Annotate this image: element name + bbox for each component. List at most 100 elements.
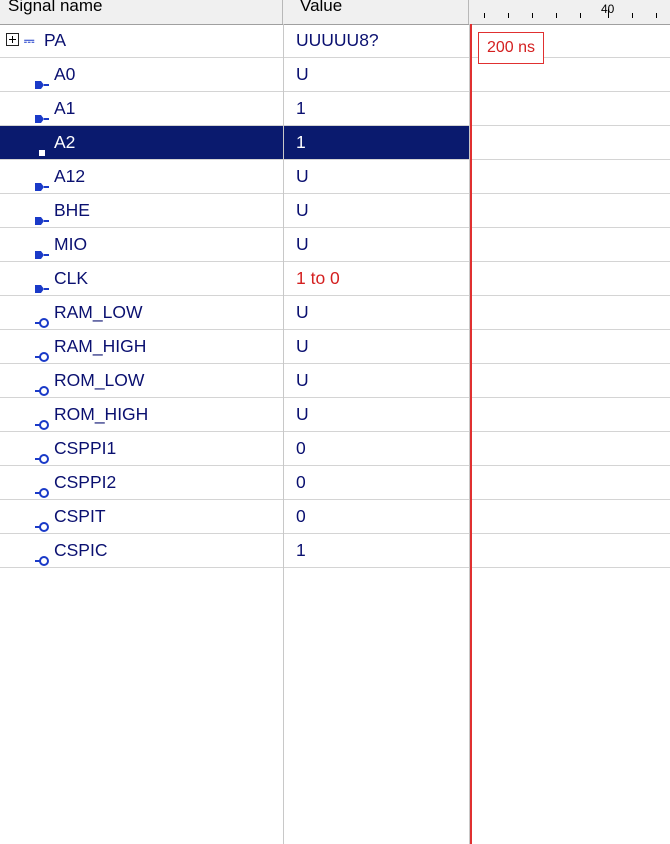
waveform-row-divider bbox=[470, 125, 670, 126]
signal-name-label: A0 bbox=[54, 64, 76, 84]
signal-row[interactable]: CSPIC bbox=[0, 534, 283, 568]
waveform-row-divider bbox=[470, 431, 670, 432]
ruler-tick bbox=[656, 13, 657, 18]
signal-row[interactable]: A0 bbox=[0, 58, 283, 92]
signal-name-cell[interactable]: ROM_LOW bbox=[0, 364, 283, 398]
value-row[interactable]: 0 bbox=[284, 466, 469, 500]
signal-name-cell[interactable]: A2 bbox=[0, 126, 283, 160]
input-pin-icon bbox=[34, 239, 50, 259]
signal-value: 0 bbox=[296, 506, 306, 526]
value-row[interactable]: U bbox=[284, 194, 469, 228]
signal-row[interactable]: CSPPI1 bbox=[0, 432, 283, 466]
signal-name-label: PA bbox=[44, 30, 67, 50]
value-row[interactable]: U bbox=[284, 364, 469, 398]
signal-value: U bbox=[296, 166, 309, 186]
signal-name-column: ⎓ PA A0 A1 A2 A12 BHE MIO CLK RAM_LOW RAM_HIGH ROM_… bbox=[0, 24, 284, 844]
row-background bbox=[284, 58, 469, 91]
row-background bbox=[284, 126, 469, 159]
row-background bbox=[284, 534, 469, 567]
value-row[interactable]: 1 bbox=[284, 92, 469, 126]
signal-name-cell[interactable]: CSPIC bbox=[0, 534, 283, 568]
value-column-header[interactable]: Value bbox=[284, 0, 469, 24]
input-pin-icon bbox=[34, 103, 50, 123]
row-background bbox=[284, 194, 469, 227]
signal-name-cell[interactable]: BHE bbox=[0, 194, 283, 228]
signal-name-cell[interactable]: A12 bbox=[0, 160, 283, 194]
row-background bbox=[284, 92, 469, 125]
value-row[interactable]: U bbox=[284, 296, 469, 330]
signal-name-column-header[interactable]: Signal name bbox=[0, 0, 283, 24]
signal-value: U bbox=[296, 302, 309, 322]
time-cursor[interactable] bbox=[470, 24, 472, 844]
time-ruler[interactable]: 40 bbox=[470, 0, 670, 24]
ruler-tick bbox=[632, 13, 633, 18]
signal-row[interactable]: ROM_HIGH bbox=[0, 398, 283, 432]
row-background bbox=[284, 296, 469, 329]
column-header-bar: Signal name Value 40 bbox=[0, 0, 670, 25]
signal-name-cell[interactable]: A0 bbox=[0, 58, 283, 92]
signal-name-cell[interactable]: A1 bbox=[0, 92, 283, 126]
waveform-row-divider bbox=[470, 227, 670, 228]
plus-box-icon[interactable] bbox=[6, 33, 19, 46]
signal-value: U bbox=[296, 200, 309, 220]
value-row[interactable]: UUUUU8? bbox=[284, 24, 469, 58]
input-pin-icon bbox=[34, 273, 50, 293]
signal-value: 1 bbox=[296, 132, 306, 152]
waveform-row-divider bbox=[470, 533, 670, 534]
signal-value: 1 bbox=[296, 98, 306, 118]
ruler-tick bbox=[580, 13, 581, 18]
signal-row[interactable]: ROM_LOW bbox=[0, 364, 283, 398]
value-row[interactable]: U bbox=[284, 398, 469, 432]
signal-value: U bbox=[296, 336, 309, 356]
signal-row[interactable]: A12 bbox=[0, 160, 283, 194]
signal-row[interactable]: ⎓ PA bbox=[0, 24, 283, 58]
value-row[interactable]: U bbox=[284, 160, 469, 194]
output-pin-icon bbox=[34, 545, 50, 566]
row-background bbox=[284, 160, 469, 193]
signal-name-label: MIO bbox=[54, 234, 88, 254]
signal-name-label: RAM_LOW bbox=[54, 302, 143, 322]
signal-value: U bbox=[296, 64, 309, 84]
signal-name-label: ROM_LOW bbox=[54, 370, 145, 390]
signal-name-cell[interactable]: RAM_LOW bbox=[0, 296, 283, 330]
row-background bbox=[0, 126, 283, 159]
signal-name-cell[interactable]: MIO bbox=[0, 228, 283, 262]
signal-row[interactable]: BHE bbox=[0, 194, 283, 228]
signal-name-cell[interactable]: CSPPI1 bbox=[0, 432, 283, 466]
value-row[interactable]: 1 bbox=[284, 126, 469, 160]
output-pin-icon bbox=[34, 409, 50, 430]
value-row[interactable]: 0 bbox=[284, 432, 469, 466]
value-row[interactable]: U bbox=[284, 330, 469, 364]
signal-row[interactable]: MIO bbox=[0, 228, 283, 262]
output-pin-icon bbox=[34, 375, 50, 396]
signal-row[interactable]: A2 bbox=[0, 126, 283, 160]
signal-name-cell[interactable]: CLK bbox=[0, 262, 283, 296]
signal-name-cell[interactable]: CSPIT bbox=[0, 500, 283, 534]
signal-name-label: A1 bbox=[54, 98, 76, 118]
waveform-row-divider bbox=[470, 91, 670, 92]
value-row[interactable]: 1 to 0 bbox=[284, 262, 469, 296]
signal-row[interactable]: RAM_HIGH bbox=[0, 330, 283, 364]
signal-row[interactable]: CSPPI2 bbox=[0, 466, 283, 500]
input-pin-icon bbox=[34, 205, 50, 225]
signal-value: 1 to 0 bbox=[296, 268, 340, 288]
row-background bbox=[284, 398, 469, 431]
signal-name-cell[interactable]: CSPPI2 bbox=[0, 466, 283, 500]
signal-row[interactable]: RAM_LOW bbox=[0, 296, 283, 330]
value-row[interactable]: U bbox=[284, 58, 469, 92]
signal-name-cell[interactable]: ROM_HIGH bbox=[0, 398, 283, 432]
signal-row[interactable]: CSPIT bbox=[0, 500, 283, 534]
value-row[interactable]: 0 bbox=[284, 500, 469, 534]
signal-row[interactable]: A1 bbox=[0, 92, 283, 126]
value-row[interactable]: 1 bbox=[284, 534, 469, 568]
waveform-area[interactable]: 200 ns bbox=[470, 24, 670, 844]
signal-name-cell[interactable]: ⎓ PA bbox=[0, 24, 283, 58]
signal-row[interactable]: CLK bbox=[0, 262, 283, 296]
signal-name-cell[interactable]: RAM_HIGH bbox=[0, 330, 283, 364]
waveform-row-divider bbox=[470, 567, 670, 568]
signal-name-label: A2 bbox=[54, 132, 76, 152]
waveform-row-divider bbox=[470, 329, 670, 330]
value-row[interactable]: U bbox=[284, 228, 469, 262]
signal-name-label: CSPIT bbox=[54, 506, 106, 526]
